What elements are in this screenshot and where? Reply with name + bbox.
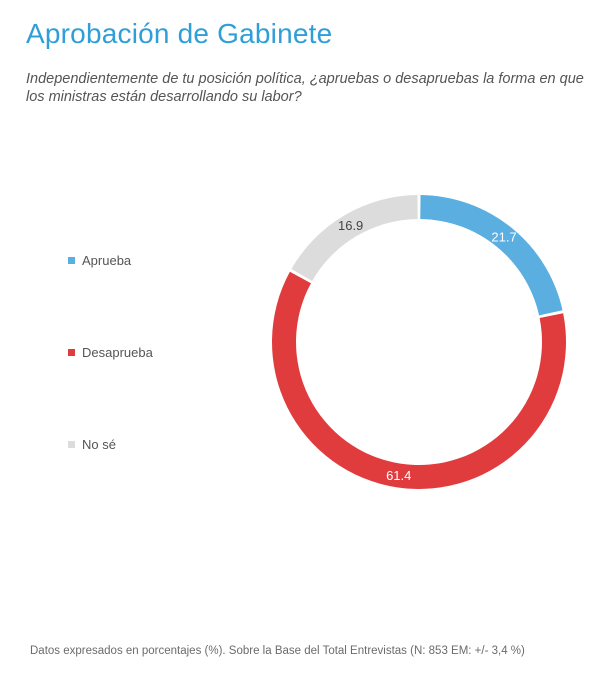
- legend-swatch-aprueba: [68, 256, 75, 264]
- footnote: Datos expresados en porcentajes (%). Sob…: [30, 645, 525, 657]
- legend-label-aprueba: Aprueba: [82, 252, 132, 268]
- slice-label-desaprueba: 61.4: [386, 468, 411, 483]
- chart-title: Aprobación de Gabinete: [26, 18, 333, 49]
- slice-no-s: [291, 195, 418, 281]
- legend-item-desaprueba: Desaprueba: [68, 343, 153, 361]
- donut-labels: 21.7 61.4 16.9: [338, 218, 517, 483]
- donut-slices: [271, 195, 566, 490]
- legend-swatch-desaprueba: [68, 348, 75, 356]
- legend-label-desaprueba: Desaprueba: [82, 344, 153, 360]
- slice-label-aprueba: 21.7: [491, 230, 516, 245]
- legend: Aprueba Desaprueba No sé: [68, 251, 153, 527]
- legend-swatch-no-se: [68, 440, 75, 448]
- slice-label-no-s: 16.9: [338, 218, 363, 233]
- legend-item-aprueba: Aprueba: [68, 251, 153, 269]
- slice-desaprueba: [271, 271, 566, 490]
- chart-subtitle: Independientemente de tu posición políti…: [26, 71, 584, 105]
- legend-item-no-se: No sé: [68, 435, 153, 453]
- legend-label-no-se: No sé: [82, 436, 116, 452]
- slice-aprueba: [420, 195, 563, 316]
